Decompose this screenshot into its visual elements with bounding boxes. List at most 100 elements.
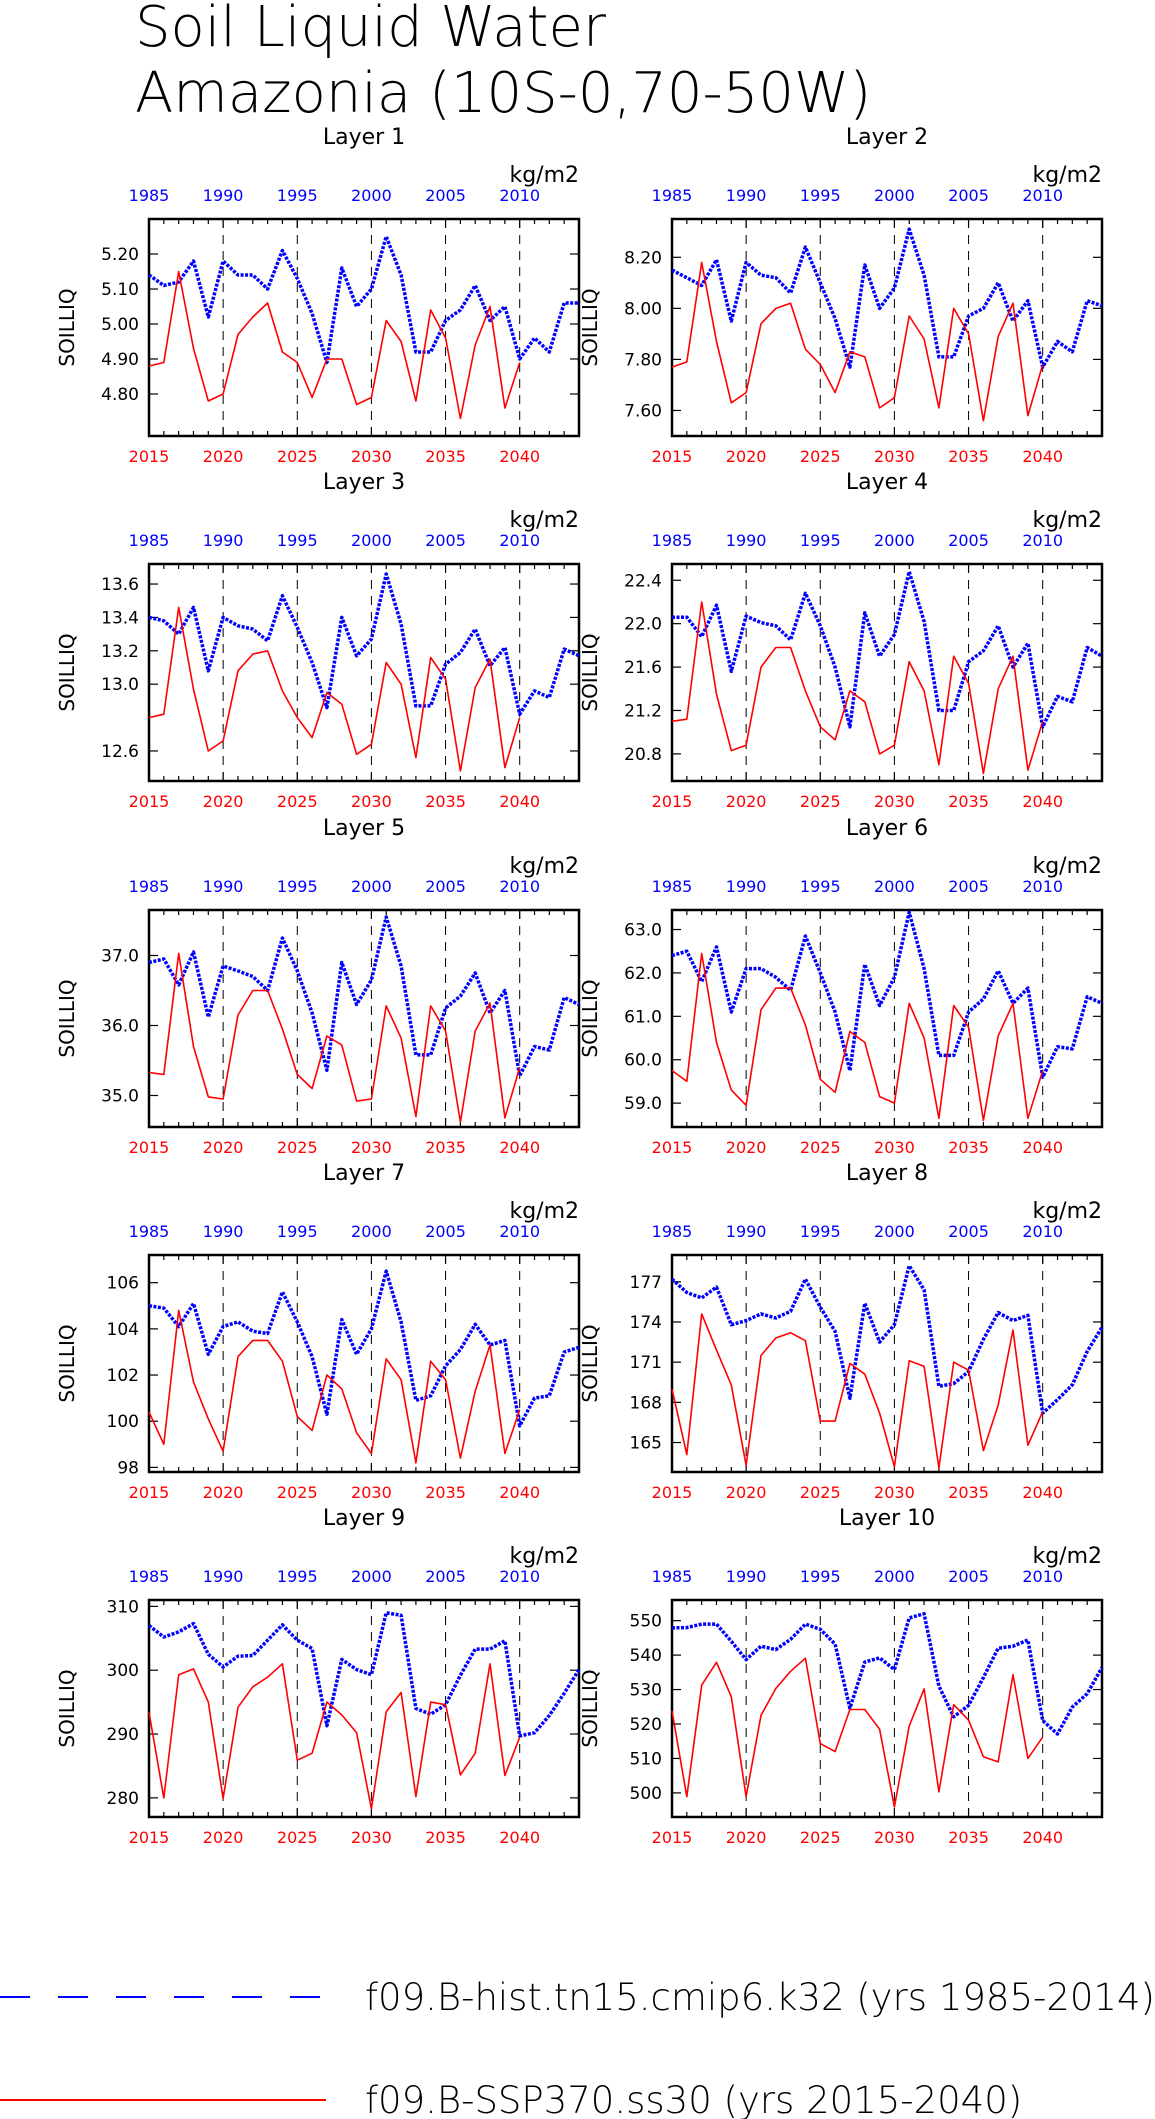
x-bottom-tick-label: 2035 <box>948 447 989 466</box>
y-tick-label: 7.60 <box>624 401 662 421</box>
x-top-tick-label: 2005 <box>948 1567 989 1586</box>
x-top-tick-label: 1995 <box>800 1567 841 1586</box>
x-bottom-tick-label: 2030 <box>351 1483 392 1502</box>
panel-title: Layer 7 <box>323 1161 405 1186</box>
x-top-tick-label: 2000 <box>351 531 392 550</box>
y-axis-label: SOILLIQ <box>578 633 602 711</box>
x-bottom-tick-label: 2040 <box>1022 1138 1063 1157</box>
y-tick-label: 59.0 <box>624 1094 662 1114</box>
x-top-tick-label: 2000 <box>874 186 915 205</box>
units-label: kg/m2 <box>1032 508 1102 533</box>
x-bottom-tick-label: 2015 <box>129 1138 170 1157</box>
panel-layer-9: Layer 9 kg/m2 SOILLIQ 2015 2020 2025 2030 2035 2… <box>55 1506 581 1847</box>
x-top-tick-label: 2005 <box>425 877 466 896</box>
units-label: kg/m2 <box>509 1199 579 1224</box>
x-top-tick-label: 1985 <box>129 531 170 550</box>
y-tick-label: 290 <box>107 1725 139 1745</box>
x-top-tick-label: 2000 <box>874 877 915 896</box>
series-line-ssp370 <box>148 606 521 772</box>
y-tick-label: 13.0 <box>101 675 139 695</box>
x-top-tick-label: 1990 <box>203 1222 244 1241</box>
y-tick-label: 36.0 <box>101 1017 139 1037</box>
plot-frame <box>147 1598 581 1819</box>
plot-frame <box>670 562 1104 783</box>
panel-layer-6: Layer 6 kg/m2 SOILLIQ 2015 2020 2025 2030 2035 2… <box>578 816 1104 1157</box>
x-bottom-tick-label: 2020 <box>203 1483 244 1502</box>
y-tick-label: 530 <box>630 1681 662 1701</box>
units-label: kg/m2 <box>509 1544 579 1569</box>
y-tick-label: 60.0 <box>624 1051 662 1071</box>
y-tick-label: 62.0 <box>624 964 662 984</box>
x-bottom-tick-label: 2035 <box>948 1828 989 1847</box>
x-bottom-tick-label: 2020 <box>726 1138 767 1157</box>
series-line-ssp370 <box>671 952 1044 1122</box>
x-top-tick-label: 1990 <box>726 877 767 896</box>
x-top-tick-label: 1985 <box>652 186 693 205</box>
y-tick-label: 510 <box>630 1749 662 1769</box>
units-label: kg/m2 <box>1032 1544 1102 1569</box>
x-top-tick-label: 1985 <box>652 1222 693 1241</box>
x-top-tick-label: 1995 <box>277 531 318 550</box>
panel-layer-10: Layer 10 kg/m2 SOILLIQ 2015 2020 2025 2030 2035… <box>578 1506 1104 1847</box>
series-line-ssp370 <box>148 1663 521 1810</box>
x-top-tick-label: 1990 <box>726 186 767 205</box>
x-bottom-tick-label: 2040 <box>1022 1483 1063 1502</box>
y-tick-label: 22.0 <box>624 615 662 635</box>
x-bottom-tick-label: 2035 <box>425 792 466 811</box>
figure-title-line2: Amazonia (10S-0,70-50W) <box>135 61 871 126</box>
series-line-ssp370 <box>671 1657 1044 1808</box>
x-top-tick-label: 2000 <box>351 186 392 205</box>
panel-title: Layer 2 <box>846 125 928 150</box>
x-bottom-tick-label: 2020 <box>726 447 767 466</box>
x-bottom-tick-label: 2040 <box>499 1138 540 1157</box>
panel-layer-7: Layer 7 kg/m2 SOILLIQ 2015 2020 2025 2030 2035 2… <box>55 1161 581 1502</box>
x-top-tick-label: 1985 <box>652 877 693 896</box>
x-top-tick-label: 2000 <box>351 1222 392 1241</box>
series-line-hist <box>672 569 1103 729</box>
y-tick-label: 177 <box>630 1273 662 1293</box>
x-bottom-tick-label: 2030 <box>874 792 915 811</box>
x-top-tick-label: 2010 <box>499 531 540 550</box>
x-top-tick-label: 2005 <box>425 1567 466 1586</box>
x-bottom-tick-label: 2015 <box>129 1828 170 1847</box>
x-bottom-tick-label: 2030 <box>874 447 915 466</box>
y-tick-label: 7.80 <box>624 350 662 370</box>
y-tick-label: 12.6 <box>101 742 139 762</box>
x-bottom-tick-label: 2040 <box>1022 792 1063 811</box>
x-top-tick-label: 2010 <box>1022 531 1063 550</box>
legend-ssp-label: f09.B-SSP370.ss30 (yrs 2015-2040) <box>365 2079 1022 2119</box>
series-line-ssp370 <box>671 261 1044 422</box>
y-tick-label: 37.0 <box>101 947 139 967</box>
y-tick-label: 540 <box>630 1646 662 1666</box>
y-tick-label: 171 <box>630 1353 662 1373</box>
x-top-tick-label: 1995 <box>800 186 841 205</box>
y-tick-label: 13.2 <box>101 642 139 662</box>
panel-layer-8: Layer 8 kg/m2 SOILLIQ 2015 2020 2025 2030 2035 2… <box>578 1161 1104 1502</box>
x-top-tick-label: 2000 <box>874 531 915 550</box>
plot-frame <box>670 1253 1104 1474</box>
x-top-tick-label: 1990 <box>726 1567 767 1586</box>
y-tick-label: 165 <box>630 1434 662 1454</box>
y-tick-label: 280 <box>107 1789 139 1809</box>
y-tick-label: 22.4 <box>624 571 662 591</box>
x-bottom-tick-label: 2040 <box>499 1828 540 1847</box>
y-tick-label: 98 <box>117 1458 139 1478</box>
x-bottom-tick-label: 2025 <box>277 447 318 466</box>
x-bottom-tick-label: 2035 <box>948 1483 989 1502</box>
y-tick-label: 13.4 <box>101 608 139 628</box>
x-top-tick-label: 1990 <box>203 186 244 205</box>
y-axis-label: SOILLIQ <box>578 288 602 366</box>
x-bottom-tick-label: 2025 <box>800 1828 841 1847</box>
x-bottom-tick-label: 2020 <box>203 1138 244 1157</box>
y-tick-label: 168 <box>630 1393 662 1413</box>
x-bottom-tick-label: 2035 <box>425 1483 466 1502</box>
y-tick-label: 104 <box>107 1320 139 1340</box>
x-top-tick-label: 2000 <box>351 877 392 896</box>
x-bottom-tick-label: 2015 <box>129 792 170 811</box>
x-bottom-tick-label: 2015 <box>652 1483 693 1502</box>
x-top-tick-label: 1990 <box>726 531 767 550</box>
series-line-hist <box>671 227 1103 369</box>
y-tick-label: 63.0 <box>624 921 662 941</box>
x-top-tick-label: 2010 <box>1022 1567 1063 1586</box>
panel-layer-5: Layer 5 kg/m2 SOILLIQ 2015 2020 2025 2030 2035 2… <box>55 816 581 1157</box>
